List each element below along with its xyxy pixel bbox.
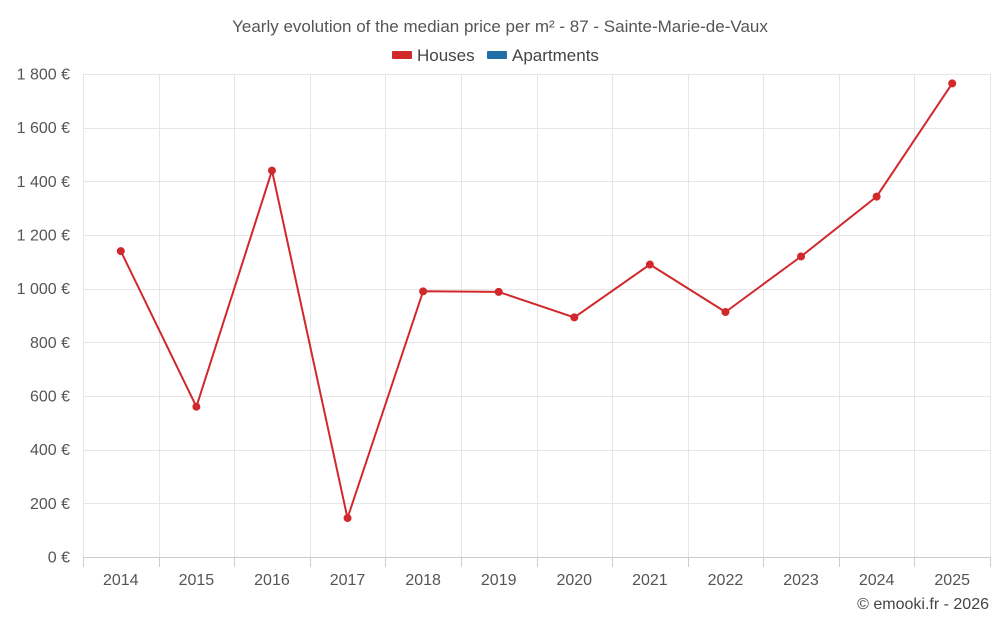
y-tick-label: 1 200 €	[17, 228, 70, 245]
credit: © emooki.fr - 2026	[857, 596, 989, 613]
y-tick-label: 200 €	[30, 496, 70, 513]
data-point-houses-2018[interactable]	[419, 287, 428, 296]
data-point-houses-2023[interactable]	[797, 252, 806, 261]
series-line-houses	[119, 82, 954, 520]
x-tick-label-2015: 2015	[179, 572, 215, 589]
x-tick-label-2018: 2018	[405, 572, 441, 589]
data-point-houses-2017[interactable]	[343, 514, 352, 523]
data-point-houses-2021[interactable]	[645, 260, 654, 269]
y-tick-label: 1 800 €	[17, 67, 70, 84]
data-point-houses-2020[interactable]	[570, 313, 579, 322]
y-tick-label: 0 €	[48, 550, 70, 567]
x-tick-label-2021: 2021	[632, 572, 668, 589]
legend-swatch-houses	[392, 51, 412, 59]
data-point-houses-2015[interactable]	[192, 402, 201, 411]
data-point-houses-2016[interactable]	[267, 166, 276, 175]
x-tick-label-2016: 2016	[254, 572, 290, 589]
legend-item-apartments[interactable]: Apartments	[487, 46, 599, 65]
x-tick-label-2017: 2017	[330, 572, 366, 589]
x-tick-label-2024: 2024	[859, 572, 895, 589]
legend-label-apartments: Apartments	[512, 46, 599, 65]
legend-label-houses: Houses	[417, 46, 475, 65]
y-tick-label: 400 €	[30, 442, 70, 459]
legend-item-houses[interactable]: Houses	[392, 46, 475, 65]
x-tick-label-2014: 2014	[103, 572, 139, 589]
legend-swatch-apartments	[487, 51, 507, 59]
data-point-houses-2022[interactable]	[721, 308, 730, 317]
x-tick-label-2020: 2020	[556, 572, 592, 589]
series-houses	[116, 79, 957, 523]
data-point-houses-2025[interactable]	[948, 79, 957, 88]
y-tick-label: 1 600 €	[17, 120, 70, 137]
y-tick-label: 1 400 €	[17, 174, 70, 191]
x-tick-label-2019: 2019	[481, 572, 517, 589]
y-tick-label: 600 €	[30, 389, 70, 406]
y-tick-label: 1 000 €	[17, 281, 70, 298]
data-point-houses-2019[interactable]	[494, 287, 503, 296]
data-point-houses-2024[interactable]	[872, 192, 881, 201]
x-tick-label-2023: 2023	[783, 572, 819, 589]
legend: Houses Apartments	[392, 46, 599, 65]
grid	[83, 74, 991, 557]
y-axis-ticks: 0 € 200 € 400 € 600 € 800 € 1 000 € 1 200 € 1 4…	[17, 67, 70, 567]
x-tick-label-2025: 2025	[934, 572, 970, 589]
x-tick-label-2022: 2022	[708, 572, 744, 589]
chart-title: Yearly evolution of the median price per…	[232, 17, 768, 36]
x-axis-ticks: 2014 2015 2016 2017 2018 2019 2020 2021 2022 2023…	[83, 557, 991, 589]
y-tick-label: 800 €	[30, 335, 70, 352]
data-point-houses-2014[interactable]	[116, 247, 125, 256]
